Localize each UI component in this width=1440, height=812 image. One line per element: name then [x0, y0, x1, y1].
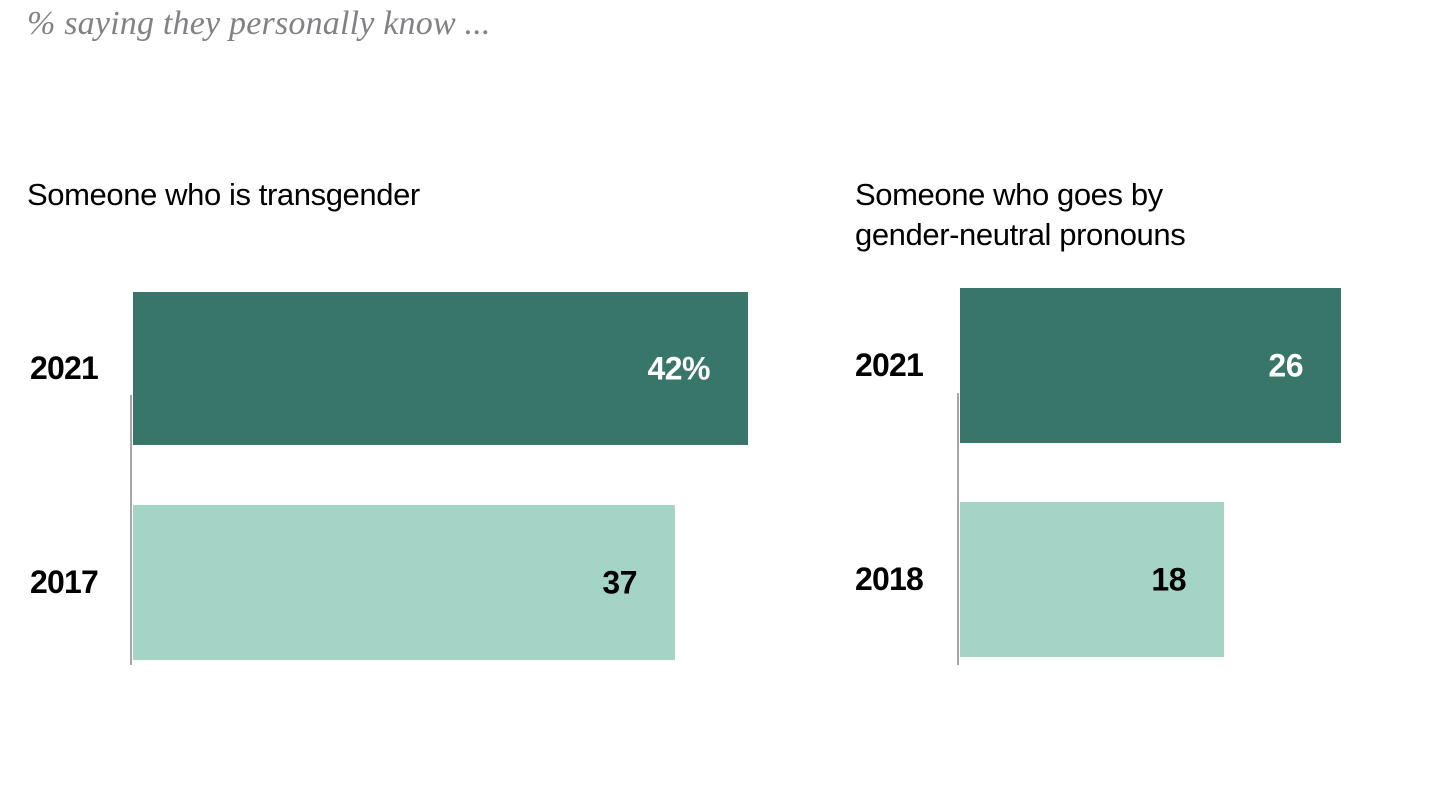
- bar-value-label: 42%: [647, 350, 710, 386]
- category-label-2021: 2021: [855, 347, 924, 383]
- bar-2021-transgender: 42%: [133, 292, 748, 445]
- bar-2018-pronouns: 18: [960, 502, 1224, 657]
- chart-kicker-title: % saying they personally know ...: [27, 5, 491, 42]
- category-label-2017: 2017: [30, 564, 99, 600]
- category-label-2021: 2021: [30, 350, 99, 386]
- heading-line: Someone who goes by: [855, 177, 1163, 212]
- bar-2021-pronouns: 26: [960, 288, 1341, 443]
- heading-line: gender-neutral pronouns: [855, 217, 1186, 252]
- y-axis-line: [957, 393, 959, 665]
- category-label-2018: 2018: [855, 561, 924, 597]
- heading-line: Someone who is transgender: [27, 177, 420, 212]
- chart-pronouns-heading: Someone who goes by gender-neutral prono…: [855, 175, 1186, 255]
- chart-transgender-heading: Someone who is transgender: [27, 175, 420, 215]
- y-axis-line: [130, 395, 132, 665]
- bar-2017-transgender: 37: [133, 505, 675, 660]
- bar-value-label: 37: [602, 564, 637, 600]
- bar-value-label: 18: [1151, 561, 1186, 597]
- bar-value-label: 26: [1268, 347, 1303, 383]
